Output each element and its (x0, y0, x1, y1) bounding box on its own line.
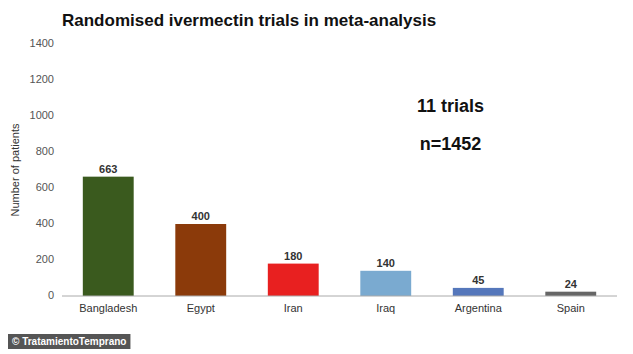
x-axis: Bangladesh Egypt Iran Iraq Argentina Spain (79, 302, 585, 314)
y-tick-label: 1000 (30, 109, 54, 121)
footer-text: © TratamientoTemprano (12, 336, 126, 347)
footer-background (8, 334, 130, 349)
data-label: 140 (377, 257, 395, 269)
bar (83, 177, 134, 296)
y-tick-label: 800 (36, 145, 54, 157)
x-tick-label: Egypt (187, 302, 215, 314)
data-label: 663 (99, 163, 117, 175)
x-tick-label: Spain (557, 302, 585, 314)
annotation: 11 trials (417, 96, 484, 116)
footer: © TratamientoTemprano (8, 334, 130, 349)
x-tick-label: Iraq (376, 302, 395, 314)
y-tick-label: 600 (36, 181, 54, 193)
annotation: n=1452 (420, 134, 482, 154)
bar (545, 292, 596, 296)
data-label: 45 (472, 274, 484, 286)
y-tick-label: 400 (36, 217, 54, 229)
chart-title: Randomised ivermectin trials in meta-ana… (62, 11, 436, 30)
y-axis-label: Number of patients (9, 123, 21, 216)
y-tick-label: 0 (48, 289, 54, 301)
x-tick-label: Argentina (455, 302, 503, 314)
x-tick-label: Bangladesh (79, 302, 137, 314)
y-tick-label: 1200 (30, 73, 54, 85)
y-tick-label: 1400 (30, 37, 54, 49)
data-labels: 663 400 180 140 45 24 (99, 163, 578, 290)
data-label: 24 (565, 278, 578, 290)
bar (453, 288, 504, 296)
y-tick-label: 200 (36, 253, 54, 265)
x-axis-line (62, 296, 617, 297)
bar (360, 271, 411, 296)
data-label: 400 (192, 210, 210, 222)
bar (268, 264, 319, 296)
bar (175, 224, 226, 296)
chart-container: Randomised ivermectin trials in meta-ana… (0, 0, 633, 354)
bars (83, 177, 596, 296)
chart-svg: Randomised ivermectin trials in meta-ana… (0, 0, 633, 354)
data-label: 180 (284, 250, 302, 262)
y-axis: 0 200 400 600 800 1000 1200 1400 (30, 37, 54, 301)
x-tick-label: Iran (284, 302, 303, 314)
